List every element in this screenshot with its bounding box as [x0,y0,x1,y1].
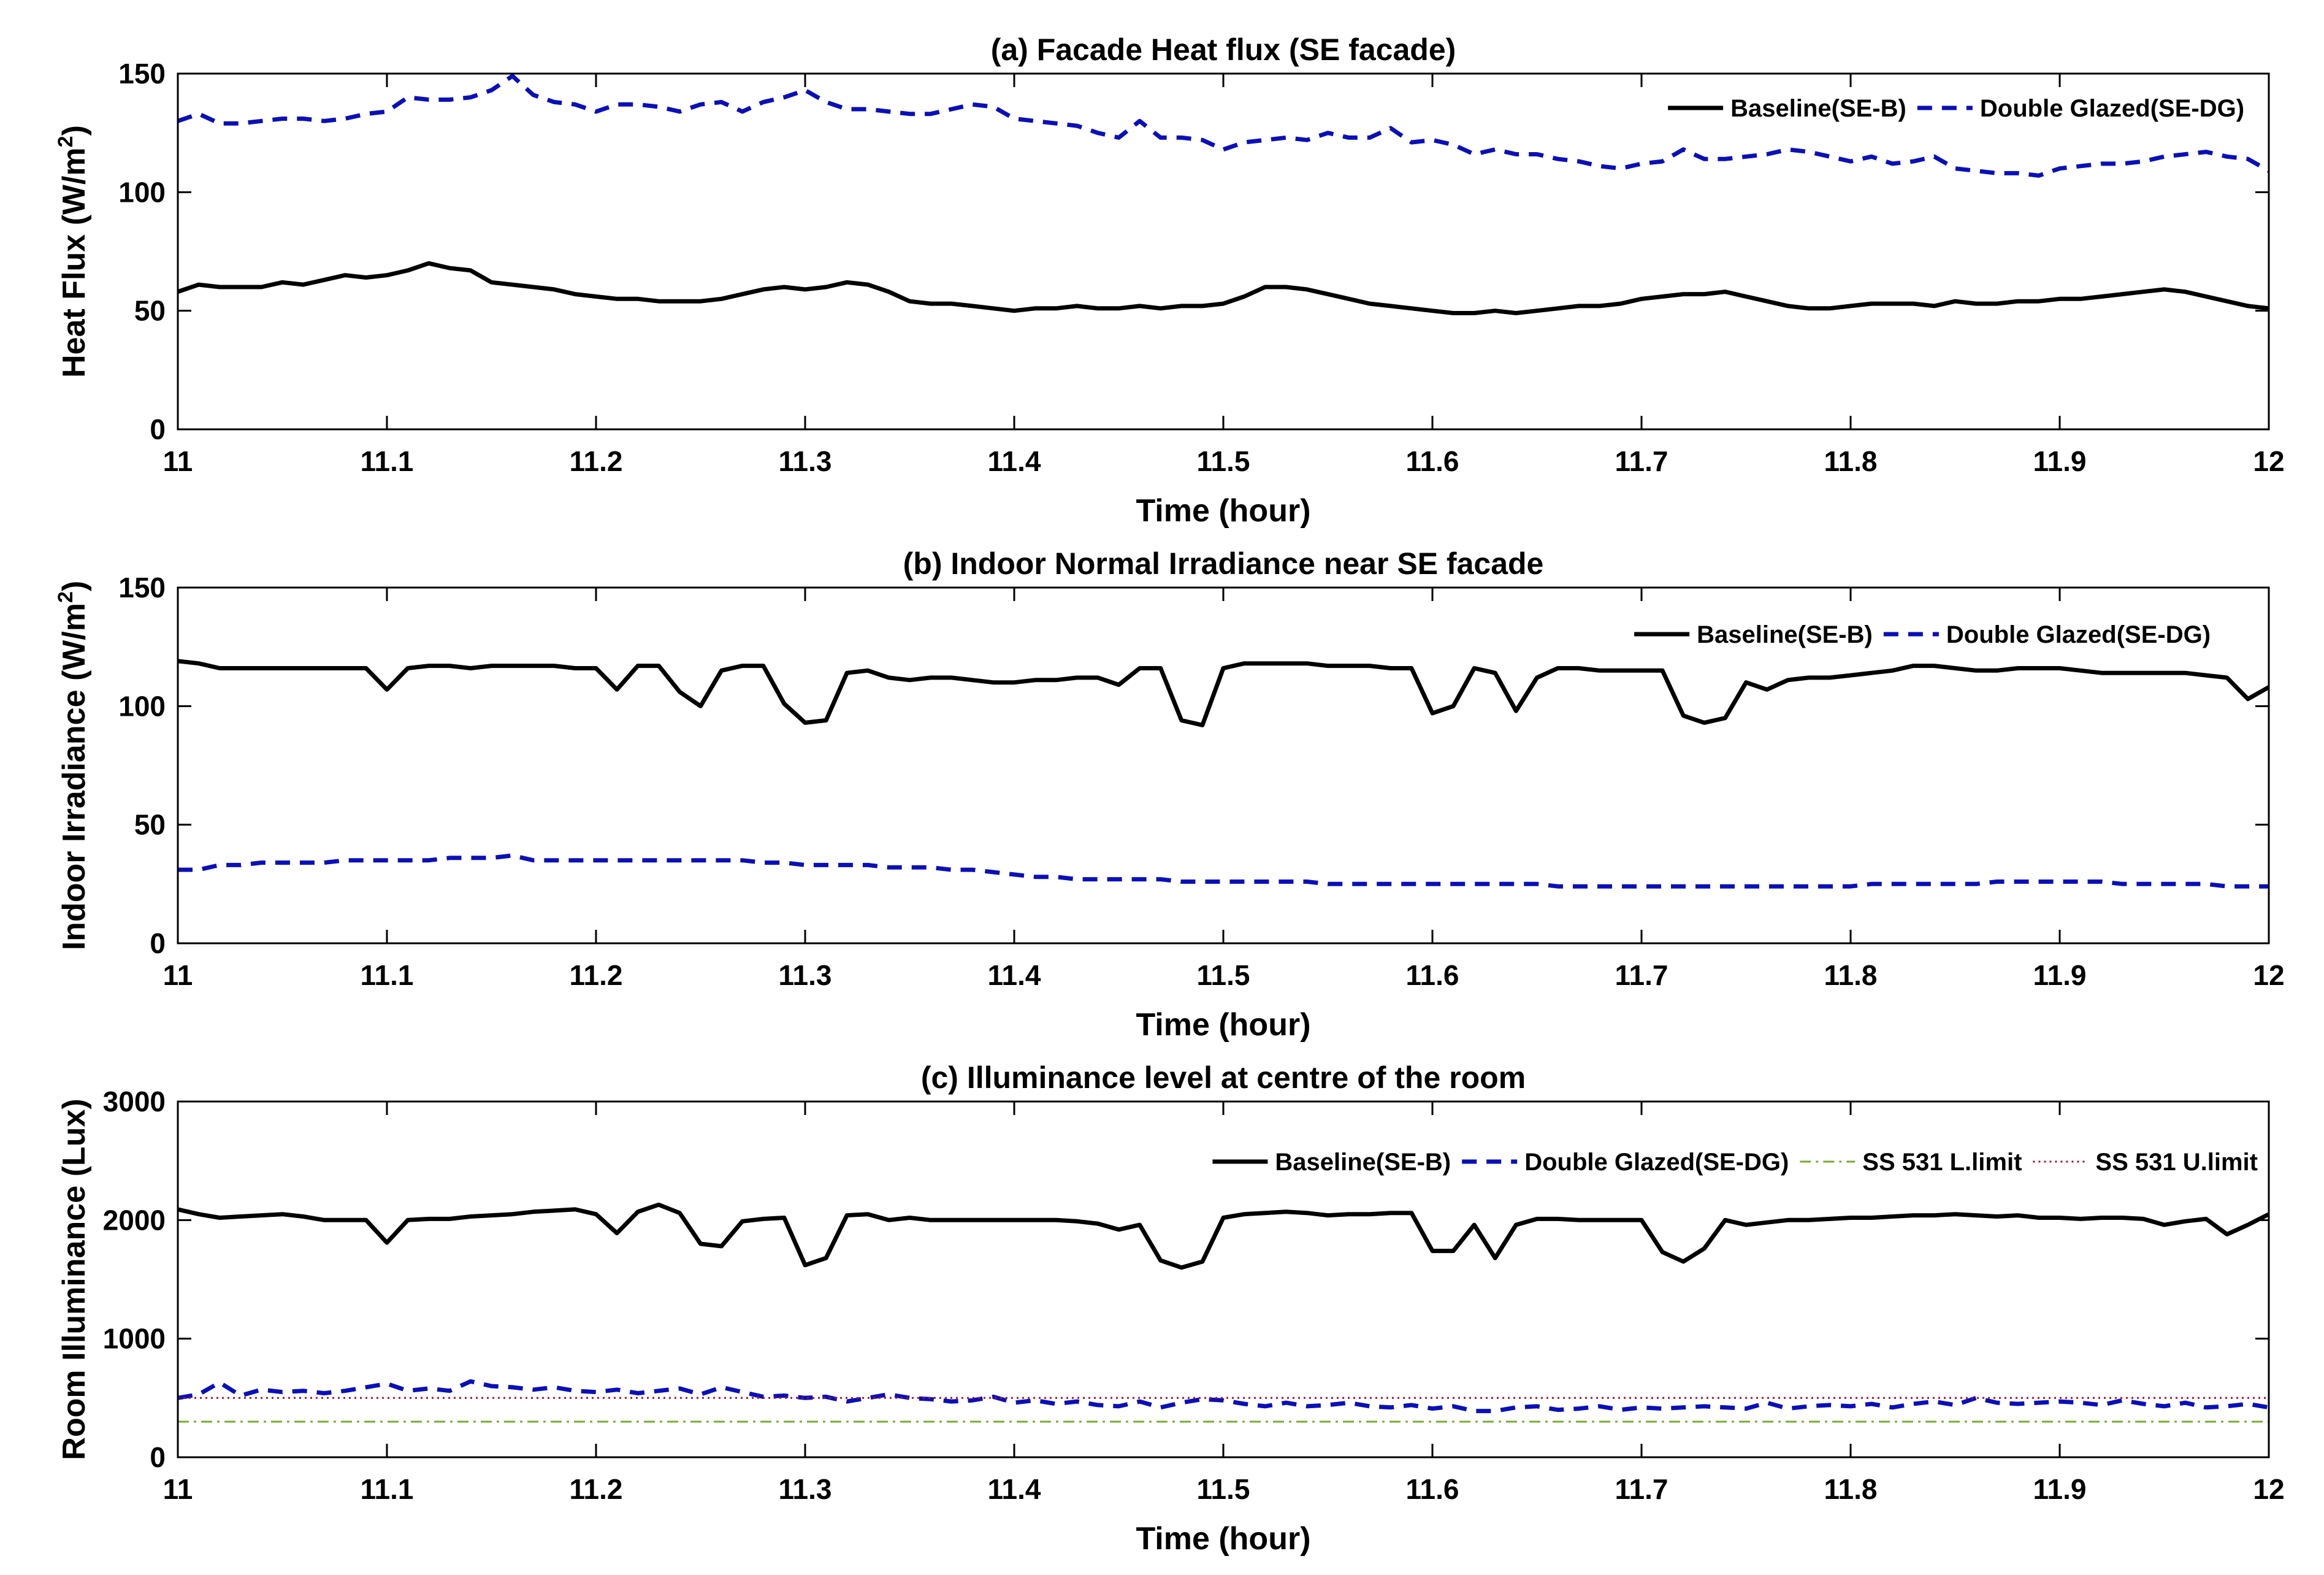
panel-c-xtick-label: 11.4 [988,1473,1041,1505]
panel-c-ytick-label: 3000 [103,1086,166,1117]
panel-b-legend-label-1: Baseline(SE-B) [1697,621,1873,648]
panel-b-ylabel: Indoor Irradiance (W/m2) [54,581,92,951]
panel-c-xtick-label: 11.5 [1197,1473,1250,1505]
panel-a-xtick-label: 11.6 [1406,445,1459,477]
panel-c-ylabel: Room Illuminance (Lux) [56,1098,92,1460]
panel-b-ylabel-end: ) [56,581,92,591]
panel-a-chart: 11 11.1 11.2 11.3 11.4 11.5 11.6 11.7 11.8 11.9 12… [54,33,2285,529]
panel-a-xtick-label: 11.5 [1197,445,1250,477]
panel-a-xtick-label: 11.3 [779,445,832,477]
panel-a-xtick-label: 11.1 [361,445,414,477]
panel-b-xtick-label: 11.9 [2033,959,2087,991]
panel-b-xtick-label: 11 [163,959,193,991]
panel-b-xtick-label: 11.4 [988,959,1041,991]
panel-a-ylabel-end: ) [56,125,92,136]
panel-a-xtick-label: 11.8 [1824,445,1878,477]
panel-b-xtick-label: 11.3 [779,959,832,991]
panel-a-ytick-label: 0 [150,413,166,445]
panel-a-xtick-label: 12 [2253,445,2284,477]
panel-b-xtick-label: 11.1 [361,959,414,991]
panel-b-ylabel-main: Indoor Irradiance (W/m [56,603,92,950]
panel-c-ytick-label: 1000 [103,1323,166,1355]
panel-c-series-1-line [178,1202,2269,1270]
panel-c-xtick-label: 11.6 [1406,1473,1459,1505]
panel-c-ylabel-main: Room Illuminance (Lux) [56,1098,92,1460]
panel-a-xtick-label: 11 [163,445,193,477]
panel-a-xlabel: Time (hour) [1136,493,1310,529]
panel-c-xtick-label: 12 [2253,1473,2284,1505]
panel-a-ylabel: Heat Flux (W/m2) [54,125,92,378]
panel-b-xlabel: Time (hour) [1136,1007,1310,1043]
panel-c-legend-label-2: Double Glazed(SE-DG) [1524,1149,1789,1176]
panel-b-xtick-label: 11.7 [1615,959,1668,991]
panel-c-chart: 11 11.1 11.2 11.3 11.4 11.5 11.6 11.7 11.8 11.9 12… [56,1060,2285,1557]
panel-c-xtick-label: 11.3 [779,1473,832,1505]
panel-c-series-2-line [178,1379,2269,1414]
panel-c-ytick-label: 2000 [103,1204,166,1236]
panel-c-legend: Baseline(SE-B) Double Glazed(SE-DG) SS 531… [1212,1149,2258,1176]
panel-c-legend-label-3: SS 531 L.limit [1862,1149,2022,1176]
panel-a-legend-label-2: Double Glazed(SE-DG) [1980,95,2244,122]
panel-b-ytick-label: 0 [150,927,166,959]
panel-b-xtick-label: 11.5 [1197,959,1250,991]
panel-a-ytick-label: 150 [118,58,166,90]
panel-b-series-2-line [178,853,2269,889]
panel-b-series-1-line [178,659,2269,727]
panel-c-title: (c) Illuminance level at centre of the r… [921,1060,1526,1095]
panel-c-xtick-label: 11 [163,1473,193,1505]
panel-c-legend-label-1: Baseline(SE-B) [1275,1149,1451,1176]
panel-c-ytick-label: 0 [150,1441,166,1473]
panel-b-ytick-label: 50 [134,809,166,841]
panel-b-ytick-label: 100 [118,690,166,722]
panel-b-legend-label-2: Double Glazed(SE-DG) [1946,621,2211,648]
panel-b-xtick-label: 12 [2253,959,2284,991]
panel-b-legend: Baseline(SE-B) Double Glazed(SE-DG) [1634,621,2211,648]
panel-a-series-2-line [178,74,2269,178]
panel-a-legend-label-1: Baseline(SE-B) [1730,95,1906,122]
panel-c-xtick-label: 11.9 [2033,1473,2087,1505]
panel-a-xtick-label: 11.7 [1615,445,1668,477]
panel-a-legend: Baseline(SE-B) Double Glazed(SE-DG) [1668,95,2244,122]
panel-c-xtick-label: 11.7 [1615,1473,1668,1505]
panel-a-xtick-label: 11.9 [2033,445,2087,477]
panel-c-xtick-label: 11.1 [361,1473,414,1505]
panel-c-xlabel: Time (hour) [1136,1521,1310,1557]
panel-c-xtick-label: 11.8 [1824,1473,1878,1505]
panel-b-xtick-label: 11.2 [570,959,623,991]
panel-a-ylabel-main: Heat Flux (W/m [56,147,92,378]
panel-b-ytick-label: 150 [118,572,166,604]
panel-b-title: (b) Indoor Normal Irradiance near SE fac… [903,546,1544,581]
panel-a-plot-area [178,74,2269,429]
panel-b-ylabel-sup: 2 [54,591,77,603]
panel-a-xtick-label: 11.4 [988,445,1041,477]
panel-a-title: (a) Facade Heat flux (SE facade) [991,33,1456,67]
panel-b-xtick-label: 11.8 [1824,959,1878,991]
panel-c-xtick-label: 11.2 [570,1473,623,1505]
panel-b-xtick-label: 11.6 [1406,959,1459,991]
panel-a-xtick-label: 11.2 [570,445,623,477]
panel-a-ytick-label: 50 [134,295,166,327]
panel-a-ylabel-sup: 2 [54,136,77,147]
panel-b-chart: 11 11.1 11.2 11.3 11.4 11.5 11.6 11.7 11.8 11.9 12… [54,546,2285,1043]
panel-c-legend-label-4: SS 531 U.limit [2095,1149,2258,1176]
panel-a-ytick-label: 100 [118,176,166,208]
panel-a-series-1-line [178,261,2269,315]
